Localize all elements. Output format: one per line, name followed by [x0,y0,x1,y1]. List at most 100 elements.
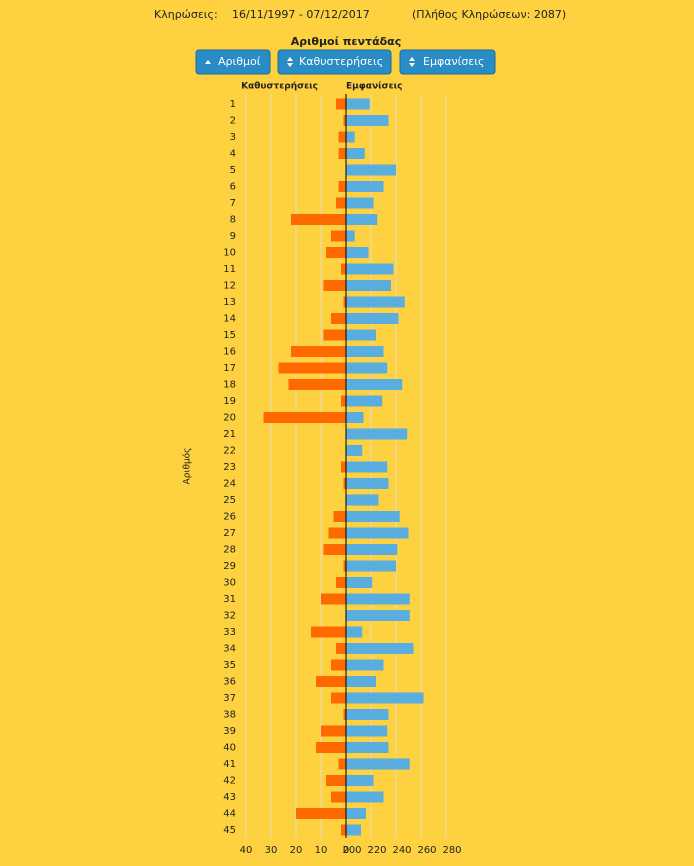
x-tick-label: 40 [240,845,253,856]
sort-button[interactable]: Αριθμοί [195,49,271,75]
bar [326,247,346,258]
y-tick-label: 22 [223,446,236,457]
bar [346,511,400,522]
y-tick-label: 42 [223,776,236,787]
header-range: 16/11/1997 - 07/12/2017 [232,8,370,21]
bar [346,808,366,819]
button-label[interactable]: Εμφανίσεις [423,55,484,68]
bar [346,296,405,308]
sort-icon [205,60,211,64]
y-tick-label: 21 [223,429,236,440]
bar [336,643,346,654]
bar [346,164,396,176]
y-tick-label: 40 [223,743,236,754]
sort-icon [409,57,415,67]
y-tick-label: 41 [223,759,236,770]
bar [311,626,346,638]
x2-tick-label: 220 [367,845,386,856]
bar [346,445,363,456]
bar [346,758,410,770]
bar [346,115,389,126]
y-tick-label: 37 [223,693,236,704]
bar [323,544,346,555]
bar [331,659,346,671]
button-label[interactable]: Αριθμοί [218,55,261,68]
y-tick-label: 5 [230,165,236,176]
bar [331,313,346,324]
y-tick-label: 6 [230,182,236,193]
bar [343,115,346,126]
bar [346,230,355,242]
sort-button[interactable]: Εμφανίσεις [399,49,496,75]
bar [346,247,369,258]
y-tick-label: 14 [223,314,236,325]
y-tick-label: 25 [223,495,236,506]
y-tick-label: 36 [223,677,236,688]
y-tick-label: 4 [230,149,236,160]
y-tick-label: 35 [223,660,236,671]
bar [336,577,346,588]
y-tick-label: 45 [223,825,236,836]
x-tick-label: 30 [265,845,278,856]
y-tick-label: 38 [223,710,236,721]
legend-label: Εμφανίσεις [346,81,403,92]
chart-title: Αριθμοί πεντάδας [291,35,402,48]
sort-icon [287,57,293,67]
bar [346,709,389,720]
y-tick-label: 10 [223,248,236,259]
bar [336,197,346,209]
bar [346,214,378,225]
bar [346,775,374,786]
bar [346,280,391,291]
bar [316,742,346,753]
y-tick-label: 31 [223,594,236,605]
y-tick-label: 33 [223,627,236,638]
bar [291,214,346,225]
bar [343,560,346,572]
bar [346,346,384,357]
y-tick-label: 32 [223,611,236,622]
bar [326,775,346,786]
bar [346,313,399,324]
bar [316,676,346,687]
y-tick-label: 1 [230,99,236,110]
x-tick-label: 0 [343,845,349,856]
bar [343,709,346,720]
button-label[interactable]: Καθυστερήσεις [299,55,383,68]
bar [343,478,346,489]
x-tick-label: 20 [290,845,303,856]
y-tick-label: 44 [223,809,236,820]
button-bg [277,49,392,75]
y-tick-label: 7 [230,198,236,209]
bar [341,461,346,473]
x-tick-label: 10 [315,845,328,856]
y-tick-label: 23 [223,462,236,473]
bar [338,148,346,159]
y-tick-label: 17 [223,363,236,374]
bar [346,659,384,671]
y-tick-label: 20 [223,413,236,424]
bar [338,131,346,143]
y-tick-label: 26 [223,512,236,523]
bar [346,379,403,390]
y-tick-label: 34 [223,644,236,655]
bar [346,494,379,506]
sort-button[interactable]: Καθυστερήσεις [277,49,392,75]
bar [346,527,409,539]
bar [346,593,410,605]
bar [296,808,346,819]
bar [341,263,346,275]
legend-label: Καθυστερήσεις [241,82,318,92]
y-tick-label: 29 [223,561,236,572]
bar [346,148,365,159]
bar [346,560,396,572]
bar [346,725,388,737]
y-tick-label: 18 [223,380,236,391]
x2-tick-label: 240 [392,845,411,856]
bar [341,395,346,407]
y-tick-label: 19 [223,396,236,407]
y-tick-label: 13 [223,297,236,308]
bar [341,824,346,836]
bar [346,98,370,110]
y-tick-label: 24 [223,479,236,490]
